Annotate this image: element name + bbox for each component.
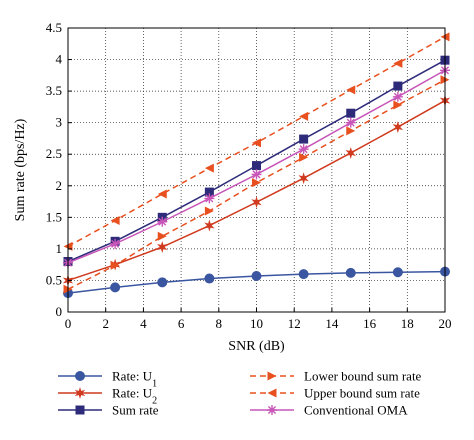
data-point bbox=[157, 189, 167, 199]
x-tick-label: 10 bbox=[250, 316, 263, 331]
y-axis-label: Sum rate (bps/Hz) bbox=[13, 118, 28, 221]
legend-marker bbox=[267, 388, 277, 398]
x-tick-label: 4 bbox=[140, 316, 147, 331]
x-tick-label: 2 bbox=[102, 316, 109, 331]
legend-marker bbox=[75, 371, 85, 381]
data-point bbox=[252, 178, 261, 188]
y-tick-label: 3 bbox=[56, 115, 63, 130]
data-point bbox=[298, 144, 309, 155]
y-tick-label: 1 bbox=[56, 241, 63, 256]
y-tick-label: 4 bbox=[56, 52, 63, 67]
series-0 bbox=[63, 266, 450, 299]
data-point bbox=[346, 108, 356, 118]
data-point bbox=[392, 121, 404, 134]
data-point bbox=[251, 169, 262, 180]
y-tick-label: 0.5 bbox=[46, 272, 62, 287]
x-tick-label: 18 bbox=[401, 316, 414, 331]
y-tick-label: 1.5 bbox=[46, 209, 62, 224]
series-line bbox=[67, 79, 446, 290]
data-point bbox=[299, 134, 309, 144]
legend-label: Conventional OMA bbox=[304, 403, 408, 418]
data-point bbox=[110, 260, 120, 270]
legend-item-4: Upper bound sum rate bbox=[250, 386, 420, 401]
data-point bbox=[251, 196, 262, 209]
data-point bbox=[346, 126, 356, 136]
data-point bbox=[345, 117, 356, 128]
legend-marker bbox=[267, 371, 277, 381]
data-point bbox=[204, 273, 215, 284]
data-point bbox=[392, 91, 403, 102]
data-point bbox=[345, 267, 356, 278]
data-point bbox=[345, 146, 356, 159]
data-point bbox=[204, 206, 214, 216]
data-point bbox=[298, 172, 309, 185]
series-3 bbox=[63, 75, 450, 294]
data-point bbox=[393, 81, 403, 91]
data-point bbox=[204, 219, 215, 232]
data-point bbox=[157, 216, 168, 227]
data-point bbox=[298, 269, 309, 280]
data-point bbox=[110, 215, 120, 225]
data-point bbox=[157, 277, 168, 288]
y-tick-label: 3.5 bbox=[46, 83, 62, 98]
data-point bbox=[252, 161, 261, 171]
data-point bbox=[110, 282, 121, 293]
y-tick-label: 0 bbox=[56, 304, 63, 319]
data-point bbox=[204, 187, 214, 197]
data-point bbox=[157, 231, 167, 241]
legend-marker bbox=[267, 405, 277, 415]
legend-label: Lower bound sum rate bbox=[304, 369, 422, 384]
data-point bbox=[299, 111, 309, 121]
x-tick-label: 0 bbox=[65, 316, 72, 331]
data-point bbox=[204, 193, 215, 204]
legend-item-2: Sum rate bbox=[58, 403, 159, 418]
legend-item-5: Conventional OMA bbox=[250, 403, 408, 418]
legend-label: Sum rate bbox=[112, 403, 159, 418]
x-tick-label: 8 bbox=[216, 316, 223, 331]
data-point bbox=[393, 58, 403, 68]
y-tick-label: 2.5 bbox=[46, 146, 62, 161]
data-point bbox=[252, 138, 261, 148]
data-point bbox=[204, 163, 214, 173]
x-tick-label: 6 bbox=[178, 316, 185, 331]
y-tick-label: 2 bbox=[56, 178, 63, 193]
x-tick-label: 12 bbox=[288, 316, 301, 331]
legend-label: Upper bound sum rate bbox=[304, 386, 420, 401]
x-tick-label: 14 bbox=[325, 316, 339, 331]
data-point bbox=[392, 267, 403, 278]
data-point bbox=[110, 238, 121, 249]
x-tick-label: 20 bbox=[439, 316, 452, 331]
data-point bbox=[393, 100, 403, 110]
ticks: 0 2 4 6 8 10 12 14 16 18 20 0 0.5 1 1.5 2 2.5 3 3.5 4 4.5 bbox=[46, 20, 452, 331]
data-point bbox=[299, 152, 309, 162]
legend-marker bbox=[75, 405, 85, 415]
series-1 bbox=[62, 94, 451, 287]
data-point bbox=[346, 85, 356, 95]
legend-item-3: Lower bound sum rate bbox=[250, 369, 422, 384]
x-axis-label: SNR (dB) bbox=[228, 339, 285, 354]
data-point bbox=[157, 241, 168, 253]
legend-marker bbox=[74, 387, 86, 399]
data-point bbox=[251, 271, 262, 282]
y-tick-label: 4.5 bbox=[46, 20, 62, 35]
x-tick-label: 16 bbox=[363, 316, 377, 331]
